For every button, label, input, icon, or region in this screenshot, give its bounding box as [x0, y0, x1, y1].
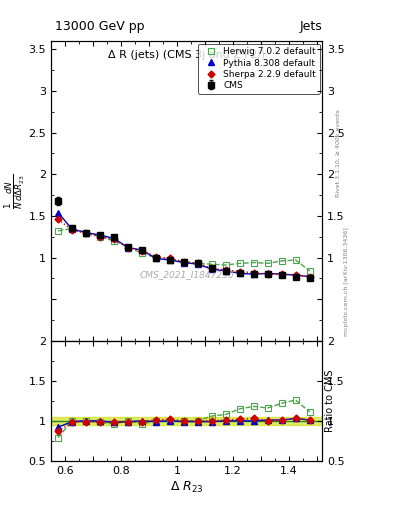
- Sherpa 2.2.9 default: [279, 271, 284, 278]
- Herwig 7.0.2 default: [154, 254, 158, 261]
- Herwig 7.0.2 default: [84, 229, 88, 236]
- Line: Sherpa 2.2.9 default: Sherpa 2.2.9 default: [56, 217, 312, 279]
- Sherpa 2.2.9 default: [97, 233, 102, 240]
- Herwig 7.0.2 default: [209, 261, 214, 267]
- Herwig 7.0.2 default: [224, 262, 228, 268]
- Line: Herwig 7.0.2 default: Herwig 7.0.2 default: [55, 226, 312, 273]
- Pythia 8.308 default: [112, 236, 116, 242]
- Sherpa 2.2.9 default: [167, 255, 172, 262]
- Sherpa 2.2.9 default: [293, 272, 298, 278]
- Pythia 8.308 default: [293, 272, 298, 278]
- Sherpa 2.2.9 default: [112, 236, 116, 242]
- Pythia 8.308 default: [224, 268, 228, 274]
- Herwig 7.0.2 default: [293, 257, 298, 263]
- Pythia 8.308 default: [154, 255, 158, 262]
- Sherpa 2.2.9 default: [140, 248, 144, 254]
- Y-axis label: $\frac{1}{N}\frac{dN}{d\Delta R_{23}}$: $\frac{1}{N}\frac{dN}{d\Delta R_{23}}$: [4, 173, 27, 209]
- Sherpa 2.2.9 default: [56, 216, 61, 222]
- Sherpa 2.2.9 default: [182, 259, 186, 265]
- Sherpa 2.2.9 default: [195, 260, 200, 266]
- Bar: [51, 417, 322, 425]
- Pythia 8.308 default: [140, 247, 144, 253]
- Herwig 7.0.2 default: [237, 260, 242, 266]
- Sherpa 2.2.9 default: [126, 244, 130, 250]
- Text: 13000 GeV pp: 13000 GeV pp: [55, 20, 145, 33]
- Herwig 7.0.2 default: [97, 233, 102, 240]
- Pythia 8.308 default: [195, 261, 200, 267]
- Pythia 8.308 default: [84, 229, 88, 236]
- Text: Δ R (jets) (CMS 3j and Z+2j): Δ R (jets) (CMS 3j and Z+2j): [108, 50, 265, 60]
- Herwig 7.0.2 default: [112, 238, 116, 244]
- Line: Pythia 8.308 default: Pythia 8.308 default: [55, 210, 312, 280]
- Pythia 8.308 default: [70, 226, 74, 232]
- Herwig 7.0.2 default: [252, 260, 256, 266]
- Sherpa 2.2.9 default: [252, 269, 256, 275]
- X-axis label: $\Delta\ R_{23}$: $\Delta\ R_{23}$: [170, 480, 204, 495]
- Text: Jets: Jets: [299, 20, 322, 33]
- Herwig 7.0.2 default: [265, 260, 270, 266]
- Legend: Herwig 7.0.2 default, Pythia 8.308 default, Sherpa 2.2.9 default, CMS: Herwig 7.0.2 default, Pythia 8.308 defau…: [198, 44, 320, 94]
- Pythia 8.308 default: [126, 244, 130, 250]
- Y-axis label: Ratio to CMS: Ratio to CMS: [325, 370, 335, 432]
- Pythia 8.308 default: [97, 232, 102, 238]
- Pythia 8.308 default: [56, 209, 61, 216]
- Herwig 7.0.2 default: [70, 225, 74, 231]
- Text: Rivet 3.1.10, ≥ 400k events: Rivet 3.1.10, ≥ 400k events: [336, 110, 341, 198]
- Herwig 7.0.2 default: [279, 258, 284, 264]
- Sherpa 2.2.9 default: [209, 265, 214, 271]
- Sherpa 2.2.9 default: [237, 269, 242, 275]
- Pythia 8.308 default: [182, 260, 186, 266]
- Pythia 8.308 default: [209, 266, 214, 272]
- Sherpa 2.2.9 default: [84, 230, 88, 237]
- Sherpa 2.2.9 default: [265, 271, 270, 278]
- Pythia 8.308 default: [237, 270, 242, 276]
- Sherpa 2.2.9 default: [70, 227, 74, 233]
- Sherpa 2.2.9 default: [307, 273, 312, 280]
- Pythia 8.308 default: [279, 271, 284, 278]
- Herwig 7.0.2 default: [56, 228, 61, 234]
- Pythia 8.308 default: [167, 257, 172, 263]
- Herwig 7.0.2 default: [126, 244, 130, 250]
- Pythia 8.308 default: [307, 273, 312, 280]
- Text: CMS_2021_I1847230: CMS_2021_I1847230: [140, 270, 234, 280]
- Herwig 7.0.2 default: [182, 259, 186, 265]
- Sherpa 2.2.9 default: [154, 253, 158, 260]
- Herwig 7.0.2 default: [307, 268, 312, 274]
- Text: mcplots.cern.ch [arXiv:1306.3436]: mcplots.cern.ch [arXiv:1306.3436]: [344, 227, 349, 336]
- Herwig 7.0.2 default: [167, 257, 172, 263]
- Pythia 8.308 default: [265, 270, 270, 276]
- Sherpa 2.2.9 default: [224, 267, 228, 273]
- Herwig 7.0.2 default: [140, 250, 144, 257]
- Pythia 8.308 default: [252, 271, 256, 278]
- Herwig 7.0.2 default: [195, 260, 200, 266]
